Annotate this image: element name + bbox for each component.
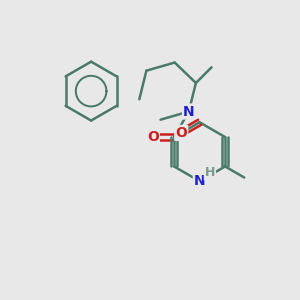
Text: H: H [205,167,215,179]
Text: N: N [183,104,195,118]
Text: N: N [194,174,206,188]
Text: O: O [175,126,187,140]
Text: O: O [147,130,159,144]
